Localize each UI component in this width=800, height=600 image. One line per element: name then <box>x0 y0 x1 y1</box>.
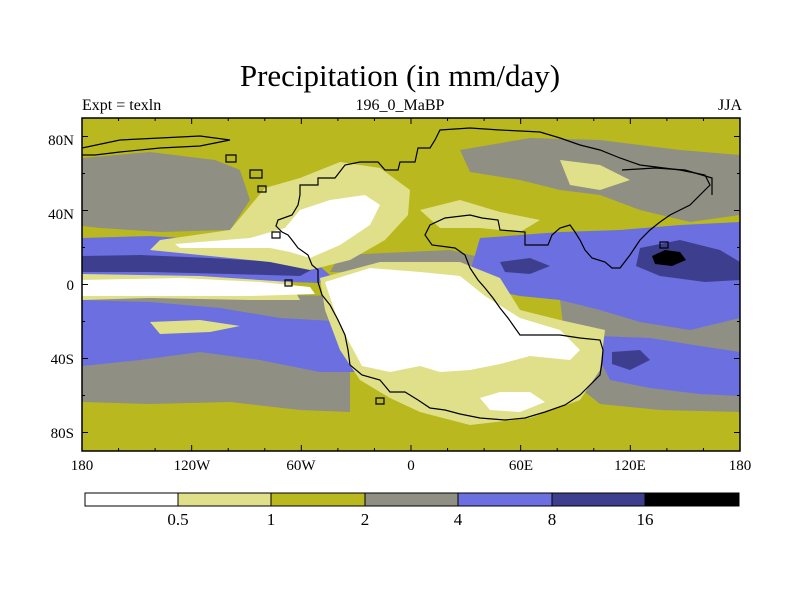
field-black-monsoon <box>652 250 686 266</box>
coastline-far-east <box>621 167 713 195</box>
y-tick-label: 80N <box>48 133 74 149</box>
field-ltyellow-asia-east <box>560 160 630 190</box>
y-tick-label: 80S <box>51 426 74 442</box>
field-darkblue-atlantic <box>82 255 315 276</box>
field-white-gondwana <box>325 268 580 372</box>
colorbar-label: 1 <box>267 510 276 529</box>
coastline-island-1 <box>225 154 237 163</box>
axis-ticks <box>81 118 741 451</box>
coastline-island-7 <box>659 241 669 249</box>
coastline-pangea <box>275 127 711 421</box>
colorbar-swatch-lt-0.5 <box>84 492 179 507</box>
coastline-island-2 <box>257 185 267 193</box>
field-white-south-gondwana <box>480 392 545 412</box>
colorbar-swatch-0.5-1 <box>177 492 272 507</box>
x-tick-label: 120E <box>614 458 646 474</box>
x-tick-label: 0 <box>407 458 415 474</box>
colorbar-label: 16 <box>637 510 654 529</box>
x-tick-label: 120W <box>174 458 212 474</box>
colorbar-swatch-gt-16 <box>644 492 740 507</box>
precipitation-field <box>82 118 740 451</box>
colorbar-label: 0.5 <box>167 510 188 529</box>
coastlines <box>81 127 713 421</box>
y-tick-label: 0 <box>67 278 75 294</box>
experiment-label: Expt = texln <box>82 97 162 114</box>
page-title: Precipitation (in mm/day) <box>239 58 561 93</box>
colorbar-label: 8 <box>548 510 557 529</box>
field-darkblue-asia <box>636 240 740 282</box>
x-tick-label: 180 <box>729 458 752 474</box>
x-tick-label: 60W <box>286 458 316 474</box>
colorbar-swatch-8-16 <box>551 492 646 507</box>
x-axis-labels: 180 120W 60W 0 60E 120E 180 <box>71 458 752 474</box>
coastline-island-3 <box>249 169 263 179</box>
coastline-island-4 <box>271 231 281 239</box>
field-grey-north-pacific <box>82 152 250 232</box>
field-ltyellow-south-pacific <box>150 320 240 334</box>
colorbar-swatch-2-4 <box>364 492 459 507</box>
x-tick-label: 60E <box>509 458 533 474</box>
age-label: 196_0_MaBP <box>355 97 445 114</box>
field-white-northamerica <box>175 195 380 258</box>
y-axis-labels: 80N 40N 0 40S 80S <box>48 133 74 442</box>
coastline-north-land <box>81 135 231 156</box>
colorbar-label: 2 <box>361 510 370 529</box>
coastline-island-5 <box>284 279 293 287</box>
colorbar-swatch-4-8 <box>457 492 553 507</box>
field-white-atlantic-tropics <box>82 278 315 296</box>
x-tick-label: 180 <box>71 458 94 474</box>
colorbar-swatch-1-2 <box>270 492 366 507</box>
field-darkblue-eq-indian <box>500 258 550 274</box>
field-blue-south-pacific <box>82 300 360 372</box>
y-tick-label: 40N <box>48 207 74 223</box>
colorbar-label: 4 <box>454 510 463 529</box>
season-label: JJA <box>717 97 742 114</box>
y-tick-label: 40S <box>51 352 74 368</box>
colorbar: 0.5 1 2 4 8 16 <box>84 492 740 529</box>
field-ltyellow-eurasia <box>420 200 540 232</box>
field-darkblue-south-indian <box>612 350 650 370</box>
coastline-island-6 <box>375 397 385 405</box>
